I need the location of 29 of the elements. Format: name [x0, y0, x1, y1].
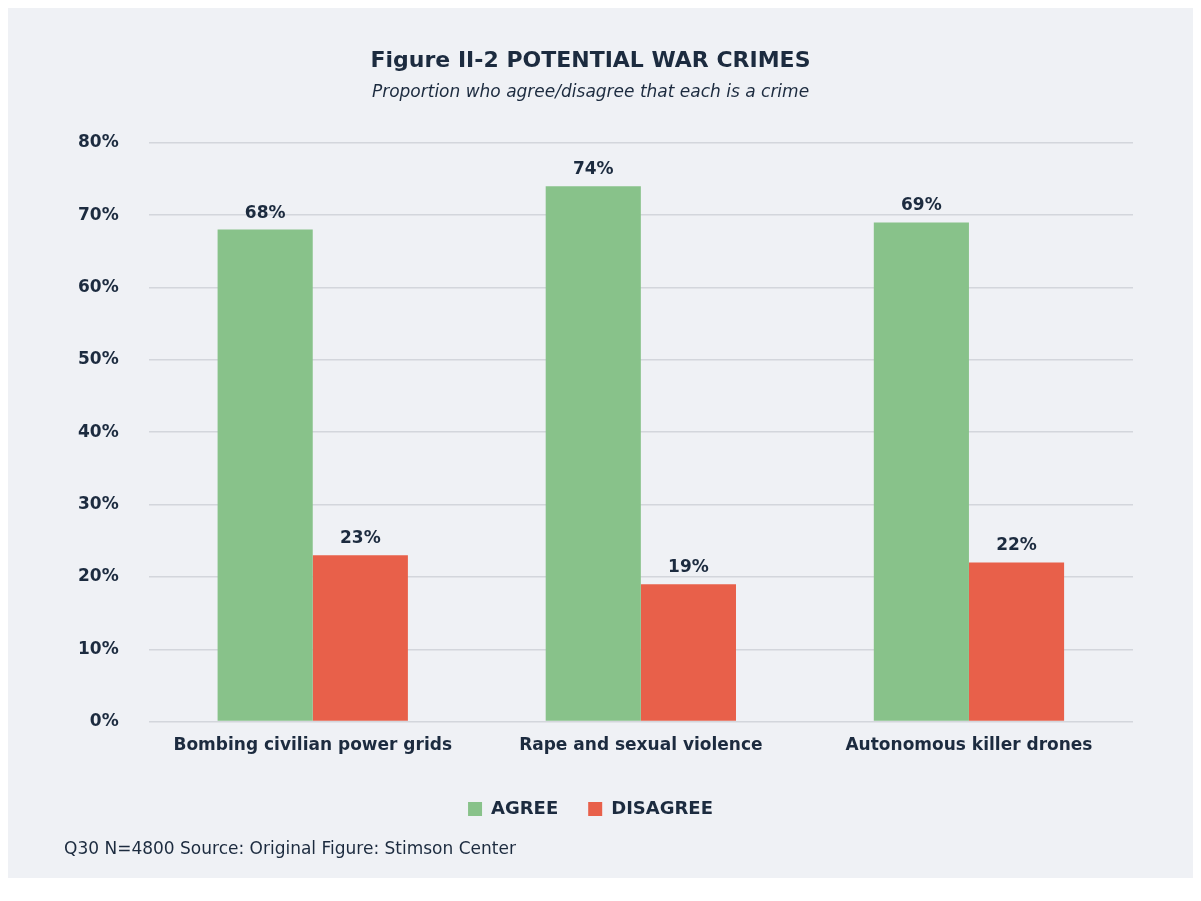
y-tick-label: 30%	[77, 492, 119, 513]
data-label: 19%	[668, 556, 709, 577]
data-label: 68%	[244, 201, 286, 222]
x-tick-label: Autonomous killer drones	[845, 734, 1093, 755]
y-tick-label: 10%	[77, 637, 119, 658]
legend-label: AGREE	[491, 796, 559, 818]
y-tick-label: 0%	[89, 710, 119, 731]
y-tick-label: 60%	[77, 275, 119, 296]
y-tick-label: 40%	[77, 420, 119, 441]
bar	[640, 584, 736, 721]
legend-label: DISAGREE	[611, 796, 713, 818]
bar	[968, 562, 1065, 721]
chart-title: Figure II-2 POTENTIAL WAR CRIMES	[370, 46, 811, 72]
bar	[312, 555, 408, 721]
y-tick-label: 50%	[77, 348, 119, 369]
y-tick-label: 80%	[77, 131, 119, 152]
data-label: 69%	[901, 194, 942, 215]
text: Q30 N=4800 Source: Original Figure: Stimson Center	[64, 838, 517, 858]
x-tick-label: Bombing civilian power grids	[173, 734, 453, 755]
data-label: 23%	[339, 527, 381, 548]
y-tick-label: 20%	[77, 565, 119, 586]
x-tick-label: Rape and sexual violence	[519, 734, 763, 755]
data-label: 74%	[572, 158, 614, 179]
bar	[873, 222, 969, 721]
data-label: 22%	[996, 534, 1037, 555]
chart-subtitle: Proportion who agree/disagree that each is a crime	[371, 81, 810, 102]
bar	[545, 186, 641, 721]
bar	[217, 229, 313, 721]
y-tick-label: 70%	[77, 203, 119, 224]
